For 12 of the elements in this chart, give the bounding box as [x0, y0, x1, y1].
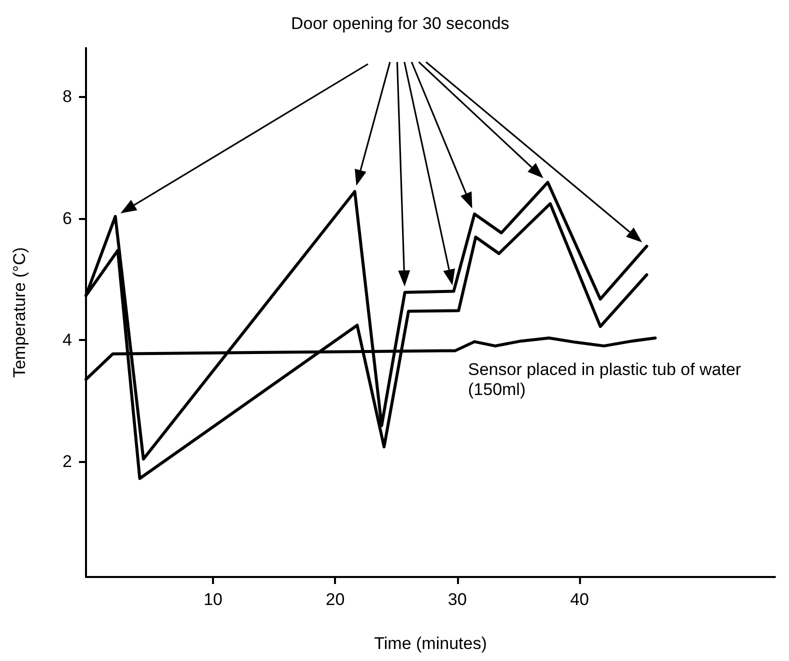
x-tick-label: 20: [326, 590, 345, 609]
text: Door opening for 30 seconds: [291, 14, 510, 34]
x-axis-title: Time (minutes): [374, 634, 487, 653]
x-tick-label: 10: [204, 590, 223, 609]
y-tick-label: 2: [62, 452, 72, 471]
y-tick-label: 4: [62, 330, 72, 350]
annotation: Sensor placed in plastic tub of water (150ml): [468, 360, 742, 400]
y-tick-label: 8: [62, 87, 72, 106]
y-axis-title: Temperature (°C): [10, 247, 29, 378]
y-tick-label: 6: [62, 208, 72, 228]
x-tick-label: 30: [448, 590, 467, 609]
x-tick-label: 40: [570, 590, 589, 609]
